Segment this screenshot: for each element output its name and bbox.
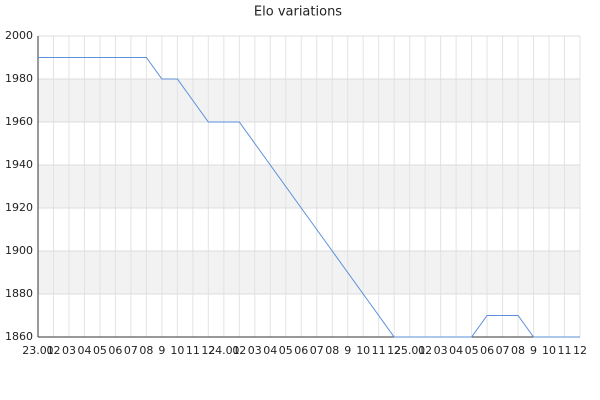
x-tick-label: 03 [62, 344, 76, 357]
x-tick-label: 08 [511, 344, 525, 357]
x-tick-label: 05 [465, 344, 479, 357]
grid-band [38, 251, 580, 294]
x-tick-label: 08 [325, 344, 339, 357]
x-tick-label: 9 [530, 344, 537, 357]
x-tick-label: 23.01 [22, 344, 54, 357]
x-tick-label: 07 [124, 344, 138, 357]
y-tick-label: 1880 [5, 287, 33, 300]
x-tick-label: 12 [201, 344, 215, 357]
y-tick-label: 1940 [5, 158, 33, 171]
x-tick-label: 06 [294, 344, 308, 357]
y-tick-label: 1900 [5, 244, 33, 257]
x-tick-label: 07 [310, 344, 324, 357]
x-tick-label: 03 [434, 344, 448, 357]
chart-title: Elo variations [254, 5, 342, 20]
x-tick-label: 04 [77, 344, 91, 357]
x-tick-label: 11 [372, 344, 386, 357]
x-tick-label: 9 [344, 344, 351, 357]
x-tick-label: 11 [186, 344, 200, 357]
x-tick-label: 9 [158, 344, 165, 357]
x-tick-label: 06 [480, 344, 494, 357]
x-tick-label: 25.01 [394, 344, 426, 357]
y-tick-label: 1980 [5, 72, 33, 85]
x-tick-label: 11 [558, 344, 572, 357]
y-tick-label: 1920 [5, 201, 33, 214]
y-tick-label: 2000 [5, 29, 33, 42]
x-tick-label: 02 [232, 344, 246, 357]
x-tick-label: 05 [279, 344, 293, 357]
x-tick-label: 12 [573, 344, 587, 357]
x-tick-label: 10 [170, 344, 184, 357]
grid-band [38, 165, 580, 208]
x-tick-label: 05 [93, 344, 107, 357]
x-tick-label: 06 [108, 344, 122, 357]
x-tick-label: 07 [496, 344, 510, 357]
x-tick-label: 10 [542, 344, 556, 357]
y-tick-label: 1860 [5, 330, 33, 343]
x-tick-label: 12 [387, 344, 401, 357]
elo-line [38, 57, 580, 338]
x-tick-label: 02 [46, 344, 60, 357]
x-tick-label: 02 [418, 344, 432, 357]
y-tick-label: 1960 [5, 115, 33, 128]
x-tick-label: 08 [139, 344, 153, 357]
x-tick-label: 04 [449, 344, 463, 357]
x-tick-label: 04 [263, 344, 277, 357]
x-tick-label: 03 [248, 344, 262, 357]
x-tick-label: 10 [356, 344, 370, 357]
grid-band [38, 79, 580, 122]
x-tick-label: 24.01 [208, 344, 240, 357]
